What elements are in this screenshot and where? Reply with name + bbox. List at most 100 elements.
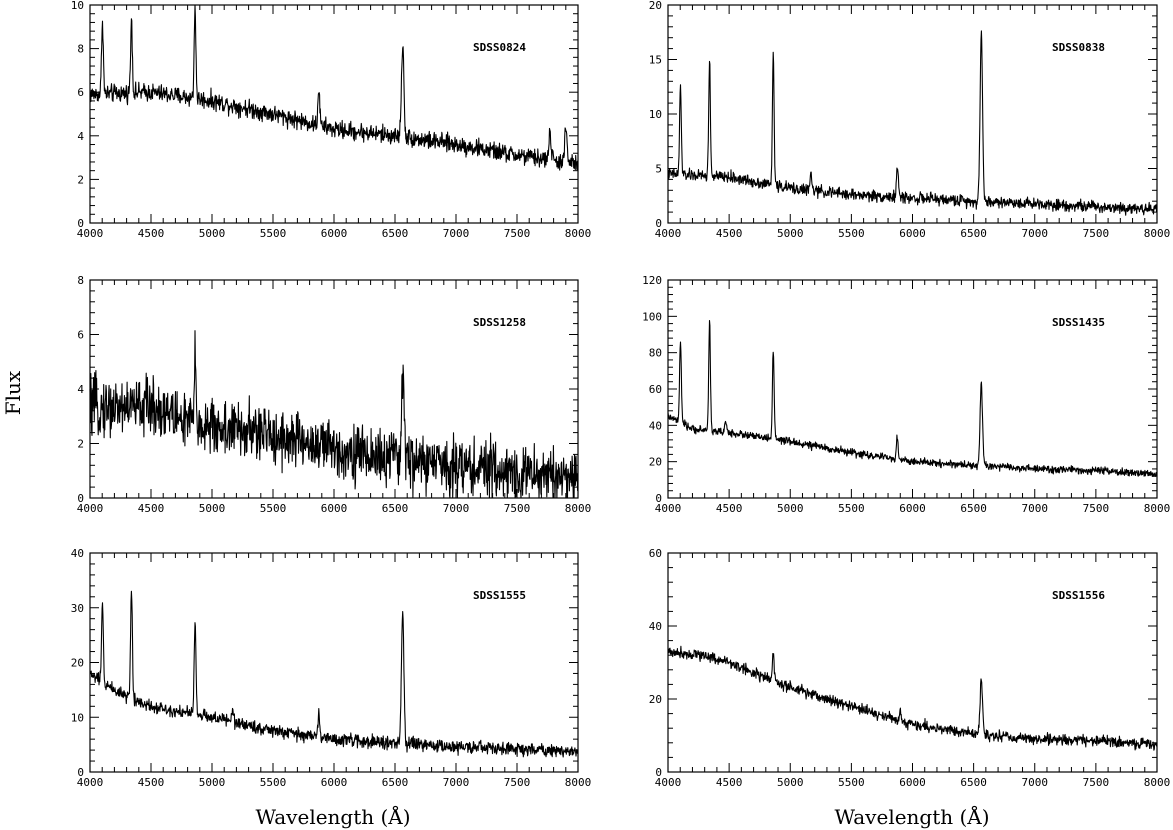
y-tick-label: 10 <box>71 711 84 724</box>
x-tick-label: 7000 <box>1022 227 1049 240</box>
x-tick-label: 4500 <box>138 502 165 515</box>
x-tick-label: 4500 <box>716 776 743 789</box>
x-tick-label: 7000 <box>443 776 470 789</box>
object-label: SDSS0824 <box>473 41 526 54</box>
x-tick-label: 4000 <box>77 776 104 789</box>
spectrum-line <box>667 30 1158 216</box>
x-tick-label: 5500 <box>838 502 865 515</box>
plot-frame <box>89 4 579 224</box>
x-tick-label: 4500 <box>716 502 743 515</box>
spectrum-line <box>667 320 1158 477</box>
y-tick-label: 5 <box>655 163 662 176</box>
x-tick-label: 7000 <box>443 227 470 240</box>
x-tick-label: 7000 <box>443 502 470 515</box>
x-axis-title-left: Wavelength (Å) <box>255 804 410 829</box>
y-tick-label: 4 <box>77 130 84 143</box>
y-tick-label: 2 <box>77 173 84 186</box>
y-tick-label: 8 <box>77 43 84 56</box>
x-tick-label: 6500 <box>960 776 987 789</box>
x-tick-label: 5500 <box>838 776 865 789</box>
x-tick-label: 4000 <box>655 502 682 515</box>
y-tick-label: 0 <box>655 492 662 505</box>
spectrum-panel: 4000 4500 5000 5500 6000 6500 7000 7500 8000 0 10 2… <box>71 547 592 789</box>
y-tick-label: 60 <box>649 547 662 560</box>
x-tick-label: 5000 <box>777 227 804 240</box>
y-tick-label: 2 <box>77 438 84 451</box>
x-tick-label: 5500 <box>838 227 865 240</box>
y-tick-label: 40 <box>649 419 662 432</box>
object-label: SDSS1556 <box>1052 589 1105 602</box>
y-tick-label: 6 <box>77 329 84 342</box>
spectrum-line <box>89 590 579 758</box>
spectrum-panel: 4000 4500 5000 5500 6000 6500 7000 7500 8000 0 20 4… <box>642 274 1170 515</box>
y-tick-label: 20 <box>649 0 662 12</box>
y-tick-label: 0 <box>77 217 84 230</box>
x-tick-label: 7000 <box>1022 502 1049 515</box>
y-tick-label: 80 <box>649 347 662 360</box>
x-tick-label: 5500 <box>260 227 287 240</box>
x-tick-label: 7500 <box>504 502 531 515</box>
y-tick-label: 20 <box>649 456 662 469</box>
x-tick-label: 6000 <box>899 776 926 789</box>
y-tick-label: 8 <box>77 274 84 287</box>
x-tick-label: 6000 <box>321 502 348 515</box>
x-tick-label: 7500 <box>1083 776 1110 789</box>
x-tick-label: 5500 <box>260 502 287 515</box>
y-tick-label: 0 <box>655 217 662 230</box>
object-label: SDSS1435 <box>1052 316 1105 329</box>
y-axis-title: Flux <box>1 370 25 415</box>
spectrum-line <box>89 4 579 171</box>
x-tick-label: 6000 <box>899 502 926 515</box>
spectrum-panel: 4000 4500 5000 5500 6000 6500 7000 7500 8000 0 2 4 6… <box>77 274 592 515</box>
x-tick-label: 4000 <box>655 776 682 789</box>
y-tick-label: 60 <box>649 383 662 396</box>
x-tick-label: 8000 <box>1144 227 1171 240</box>
x-tick-label: 8000 <box>565 502 592 515</box>
x-tick-label: 4000 <box>77 227 104 240</box>
y-tick-label: 15 <box>649 54 662 67</box>
x-tick-label: 5000 <box>777 502 804 515</box>
plot-frame <box>667 4 1158 224</box>
x-tick-label: 6500 <box>960 502 987 515</box>
x-tick-label: 4500 <box>716 227 743 240</box>
x-tick-label: 5000 <box>777 776 804 789</box>
x-tick-label: 6500 <box>382 502 409 515</box>
y-tick-label: 4 <box>77 383 84 396</box>
y-tick-label: 10 <box>649 108 662 121</box>
x-tick-label: 5500 <box>260 776 287 789</box>
spectrum-panel: 4000 4500 5000 5500 6000 6500 7000 7500 8000 0 5 10… <box>649 0 1171 240</box>
object-label: SDSS1258 <box>473 316 526 329</box>
x-tick-label: 4000 <box>655 227 682 240</box>
x-tick-label: 6000 <box>899 227 926 240</box>
x-tick-label: 7500 <box>1083 502 1110 515</box>
x-tick-label: 6500 <box>960 227 987 240</box>
x-tick-label: 8000 <box>565 227 592 240</box>
x-tick-label: 4500 <box>138 227 165 240</box>
x-tick-label: 6000 <box>321 776 348 789</box>
x-tick-label: 5000 <box>199 502 226 515</box>
x-tick-label: 8000 <box>1144 502 1171 515</box>
y-tick-label: 0 <box>77 492 84 505</box>
x-tick-label: 6000 <box>321 227 348 240</box>
x-tick-label: 8000 <box>1144 776 1171 789</box>
x-tick-label: 5000 <box>199 227 226 240</box>
panels: 4000 4500 5000 5500 6000 6500 7000 7500 80000246… <box>71 0 1171 789</box>
y-tick-label: 0 <box>655 766 662 779</box>
plot-frame <box>667 279 1158 499</box>
spectrum-panel: 4000 4500 5000 5500 6000 6500 7000 7500 8000 0 2 4 6… <box>71 0 592 240</box>
y-tick-label: 40 <box>649 620 662 633</box>
y-tick-label: 30 <box>71 602 84 615</box>
object-label: SDSS1555 <box>473 589 526 602</box>
x-tick-label: 7500 <box>504 227 531 240</box>
x-tick-label: 7000 <box>1022 776 1049 789</box>
object-label: SDSS0838 <box>1052 41 1105 54</box>
x-tick-label: 5000 <box>199 776 226 789</box>
y-tick-label: 120 <box>642 274 662 287</box>
y-tick-label: 40 <box>71 547 84 560</box>
y-tick-label: 6 <box>77 86 84 99</box>
x-axis-title-right: Wavelength (Å) <box>834 804 989 829</box>
spectrum-line <box>89 330 579 499</box>
x-tick-label: 6500 <box>382 776 409 789</box>
x-tick-label: 7500 <box>504 776 531 789</box>
y-tick-label: 100 <box>642 310 662 323</box>
